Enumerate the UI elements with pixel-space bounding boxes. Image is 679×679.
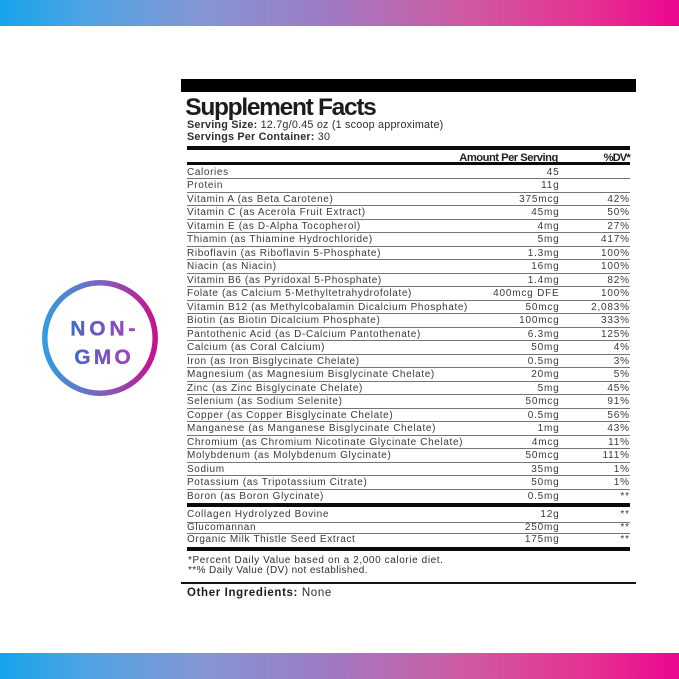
svg-text:GMO: GMO bbox=[74, 346, 134, 369]
svg-text:NON-: NON- bbox=[70, 318, 139, 341]
